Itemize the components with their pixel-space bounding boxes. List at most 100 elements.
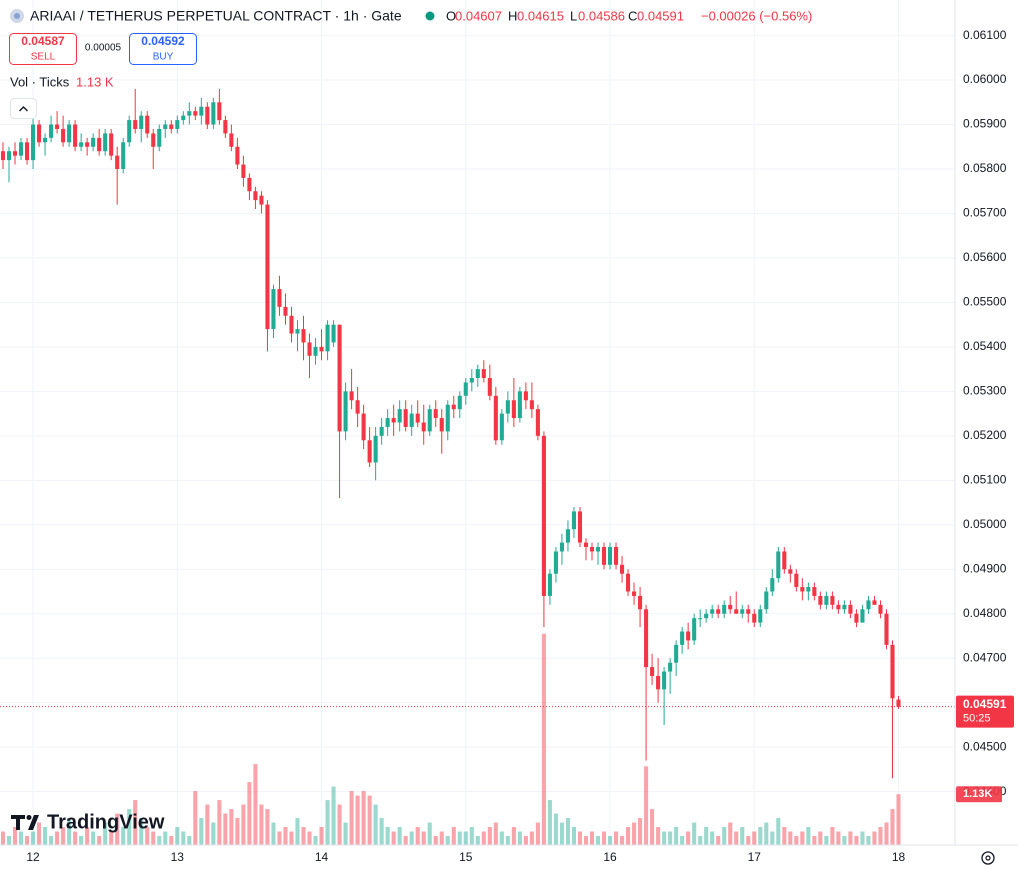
volume-bar bbox=[704, 827, 709, 845]
candle-body bbox=[121, 142, 126, 169]
candle-body bbox=[505, 400, 510, 414]
candle-body bbox=[12, 151, 18, 156]
volume-bar bbox=[613, 831, 619, 845]
volume-bar bbox=[674, 827, 679, 845]
candle-body bbox=[439, 418, 444, 432]
volume-bar bbox=[812, 836, 817, 845]
volume-bar bbox=[764, 822, 769, 845]
collapse-button[interactable] bbox=[10, 98, 37, 119]
candle-body bbox=[259, 195, 264, 205]
volume-bar bbox=[67, 818, 72, 845]
candle-body bbox=[43, 137, 48, 143]
candle-body bbox=[890, 644, 895, 699]
volume-bar bbox=[722, 827, 727, 845]
candle-body bbox=[866, 600, 871, 610]
volume-bar bbox=[734, 831, 739, 845]
volume-bar bbox=[25, 836, 30, 845]
volume-bar bbox=[493, 822, 498, 845]
volume-bar bbox=[896, 794, 901, 845]
candle-body bbox=[595, 547, 601, 552]
settings-icon[interactable] bbox=[981, 851, 995, 865]
candle-body bbox=[583, 542, 589, 548]
y-tick-label: 0.04700 bbox=[963, 650, 1007, 664]
candle-body bbox=[782, 551, 787, 570]
volume-bar bbox=[457, 831, 462, 845]
volume-bar bbox=[385, 827, 390, 845]
candle-body bbox=[343, 391, 348, 432]
volume-bar bbox=[752, 831, 757, 845]
x-tick-label: 15 bbox=[459, 850, 473, 864]
volume-bar bbox=[692, 822, 697, 845]
candle-body bbox=[812, 587, 817, 596]
x-tick-label: 17 bbox=[748, 850, 762, 864]
logo-mark bbox=[11, 815, 39, 830]
candle-body bbox=[145, 115, 150, 134]
volume-bar bbox=[55, 831, 60, 845]
candle-body bbox=[73, 124, 78, 147]
candle-body bbox=[247, 177, 252, 192]
candle-body bbox=[181, 115, 186, 121]
volume-bar bbox=[271, 822, 276, 845]
y-tick-label: 0.04900 bbox=[963, 561, 1007, 575]
volume-bar bbox=[517, 831, 522, 845]
logo-text: TradingView bbox=[47, 811, 165, 833]
legend-key: H bbox=[508, 8, 517, 23]
ohlc-legend: O0.04607 H 0.04615 L 0.04586 C 0.04591 bbox=[446, 8, 684, 23]
candle-body bbox=[139, 115, 144, 129]
legend-key: O bbox=[446, 8, 456, 23]
volume-bar bbox=[355, 795, 360, 845]
candle-body bbox=[451, 404, 456, 410]
volume-bar bbox=[523, 836, 528, 845]
volume-bar bbox=[716, 836, 721, 845]
candle-body bbox=[235, 146, 240, 165]
buy-button[interactable] bbox=[129, 33, 197, 65]
candle-body bbox=[253, 191, 258, 201]
volume-bar bbox=[409, 831, 414, 845]
volume-bar bbox=[301, 827, 306, 845]
y-tick-label: 0.06000 bbox=[963, 72, 1007, 86]
y-tick-label: 0.05900 bbox=[963, 117, 1007, 131]
volume-bar bbox=[313, 836, 318, 845]
volume-bar bbox=[151, 831, 156, 845]
volume-bar bbox=[283, 827, 288, 845]
candle-body bbox=[331, 324, 336, 343]
grid bbox=[0, 0, 955, 845]
volume-layer bbox=[0, 633, 901, 845]
candle-body bbox=[728, 604, 733, 610]
volume-bar bbox=[373, 804, 378, 845]
volume-bar bbox=[18, 831, 24, 845]
sell-button[interactable] bbox=[9, 33, 77, 65]
candle-body bbox=[487, 378, 492, 396]
volume-bar bbox=[529, 831, 534, 845]
volume-bar bbox=[289, 831, 294, 845]
symbol-title[interactable]: ARIAAI / TETHERUS PERPETUAL CONTRACT · 1… bbox=[30, 8, 402, 24]
candle-body bbox=[337, 324, 342, 432]
candle-body bbox=[692, 618, 697, 641]
volume-bar bbox=[307, 831, 312, 845]
candle-body bbox=[668, 662, 673, 672]
volume-bar bbox=[583, 836, 589, 845]
y-tick-label: 0.05700 bbox=[963, 206, 1007, 220]
volume-bar bbox=[295, 818, 300, 845]
candle-body bbox=[764, 591, 769, 610]
logo-dot bbox=[26, 815, 32, 820]
candle-body bbox=[163, 124, 168, 129]
candle-body bbox=[644, 609, 649, 668]
y-tick-label: 0.05400 bbox=[963, 339, 1007, 353]
candle-body bbox=[349, 391, 354, 401]
volume-bar bbox=[6, 836, 12, 845]
candle-body bbox=[85, 142, 90, 147]
volume-bar bbox=[619, 836, 625, 845]
volume-bar bbox=[391, 831, 396, 845]
candle-body bbox=[211, 102, 216, 125]
candle-body bbox=[187, 111, 192, 116]
spread: 0.00005 bbox=[85, 43, 122, 54]
y-tick-label: 0.04800 bbox=[963, 606, 1007, 620]
volume-bar bbox=[782, 827, 787, 845]
candle-body bbox=[229, 133, 234, 147]
candle-body bbox=[704, 613, 709, 619]
candle-body bbox=[662, 671, 667, 690]
candle-body bbox=[680, 631, 685, 645]
market-status bbox=[425, 11, 435, 21]
volume-bar bbox=[229, 809, 234, 845]
